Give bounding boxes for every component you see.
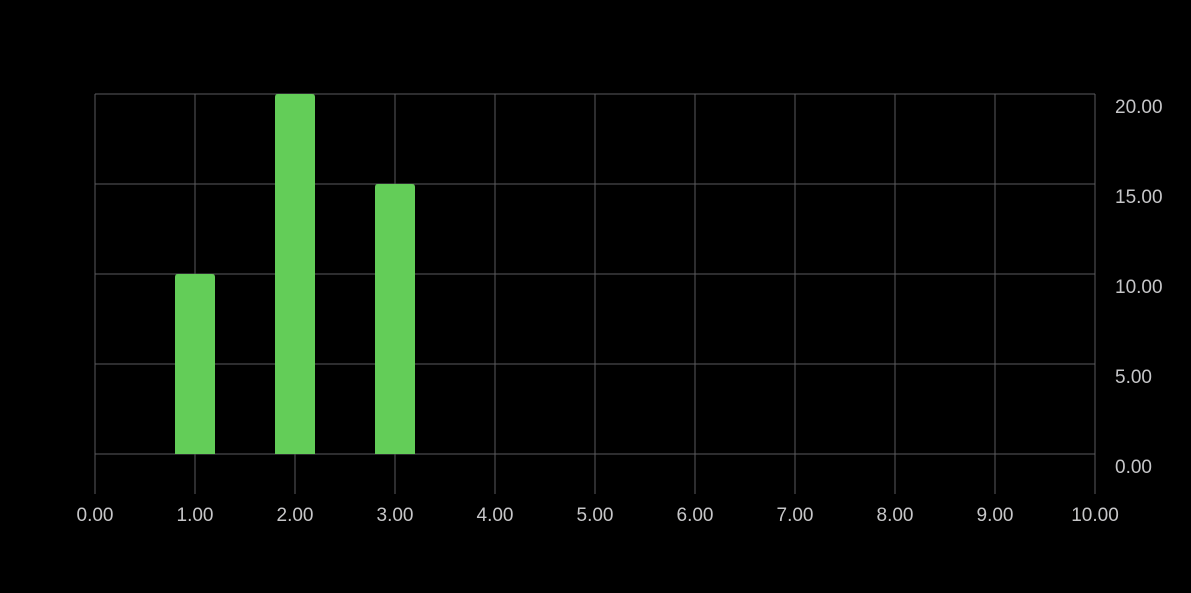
x-tick-label: 4.00: [477, 505, 514, 526]
x-tick-label: 1.00: [177, 505, 214, 526]
y-tick-label: 20.00: [1115, 97, 1163, 118]
x-tick-label: 10.00: [1071, 505, 1119, 526]
x-tick-label: 9.00: [977, 505, 1014, 526]
y-tick-label: 5.00: [1115, 367, 1152, 388]
x-tick-label: 2.00: [277, 505, 314, 526]
bar: [275, 94, 315, 454]
x-tick-label: 0.00: [77, 505, 114, 526]
x-tick-label: 8.00: [877, 505, 914, 526]
grid: [94, 93, 1096, 494]
x-tick-label: 7.00: [777, 505, 814, 526]
bar: [175, 274, 215, 454]
x-tick-label: 5.00: [577, 505, 614, 526]
y-tick-label: 0.00: [1115, 457, 1152, 478]
bars: [175, 94, 415, 454]
y-tick-label: 15.00: [1115, 187, 1163, 208]
y-axis-ticks: 0.00 5.00 10.00 15.00 20.00: [1115, 97, 1163, 478]
x-axis-ticks: 0.00 1.00 2.00 3.00 4.00 5.00 6.00 7.00 8.00 9.00…: [77, 505, 1119, 526]
bar: [375, 184, 415, 454]
x-tick-label: 6.00: [677, 505, 714, 526]
y-tick-label: 10.00: [1115, 277, 1163, 298]
x-tick-label: 3.00: [377, 505, 414, 526]
